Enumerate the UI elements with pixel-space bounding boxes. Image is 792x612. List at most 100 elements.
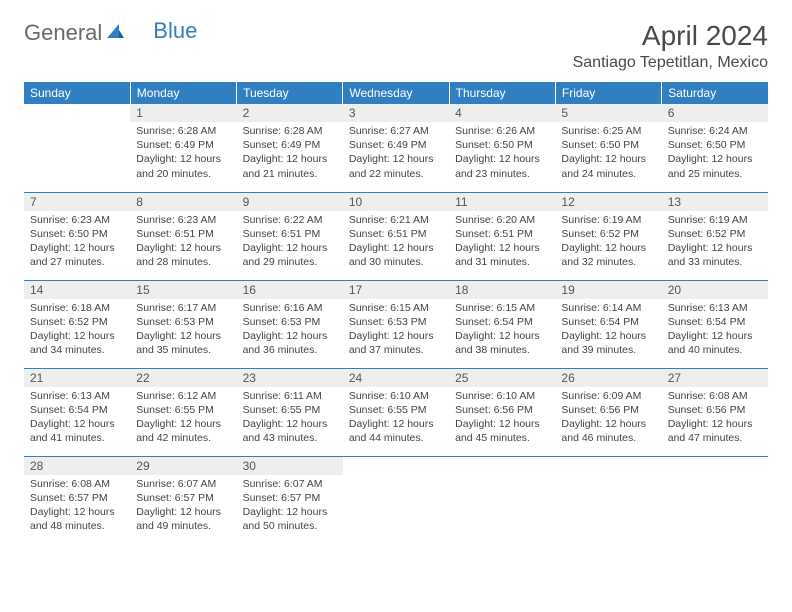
calendar-cell: 20Sunrise: 6:13 AMSunset: 6:54 PMDayligh… [662, 280, 768, 368]
day-number: 8 [130, 193, 236, 211]
day-details: Sunrise: 6:19 AMSunset: 6:52 PMDaylight:… [662, 211, 768, 274]
day-number: 7 [24, 193, 130, 211]
day-details: Sunrise: 6:21 AMSunset: 6:51 PMDaylight:… [343, 211, 449, 274]
day-number: 22 [130, 369, 236, 387]
day-details: Sunrise: 6:19 AMSunset: 6:52 PMDaylight:… [555, 211, 661, 274]
day-details: Sunrise: 6:09 AMSunset: 6:56 PMDaylight:… [555, 387, 661, 450]
day-details: Sunrise: 6:22 AMSunset: 6:51 PMDaylight:… [237, 211, 343, 274]
header: General Blue April 2024 Santiago Tepetit… [24, 20, 768, 72]
day-details: Sunrise: 6:10 AMSunset: 6:56 PMDaylight:… [449, 387, 555, 450]
day-number: 30 [237, 457, 343, 475]
day-number: 1 [130, 104, 236, 122]
day-details: Sunrise: 6:16 AMSunset: 6:53 PMDaylight:… [237, 299, 343, 362]
calendar-cell: 16Sunrise: 6:16 AMSunset: 6:53 PMDayligh… [237, 280, 343, 368]
day-details: Sunrise: 6:13 AMSunset: 6:54 PMDaylight:… [24, 387, 130, 450]
calendar-cell: 30Sunrise: 6:07 AMSunset: 6:57 PMDayligh… [237, 456, 343, 544]
weekday-header: Thursday [449, 82, 555, 104]
day-number: 23 [237, 369, 343, 387]
calendar-cell [343, 456, 449, 544]
title-block: April 2024 Santiago Tepetitlan, Mexico [573, 20, 768, 72]
day-details: Sunrise: 6:18 AMSunset: 6:52 PMDaylight:… [24, 299, 130, 362]
day-details: Sunrise: 6:15 AMSunset: 6:53 PMDaylight:… [343, 299, 449, 362]
calendar-cell [555, 456, 661, 544]
day-number: 18 [449, 281, 555, 299]
day-number: 11 [449, 193, 555, 211]
weekday-header: Friday [555, 82, 661, 104]
calendar-cell: 29Sunrise: 6:07 AMSunset: 6:57 PMDayligh… [130, 456, 236, 544]
day-number: 10 [343, 193, 449, 211]
calendar-cell: 7Sunrise: 6:23 AMSunset: 6:50 PMDaylight… [24, 192, 130, 280]
day-details: Sunrise: 6:28 AMSunset: 6:49 PMDaylight:… [237, 122, 343, 185]
day-number: 19 [555, 281, 661, 299]
calendar-cell: 24Sunrise: 6:10 AMSunset: 6:55 PMDayligh… [343, 368, 449, 456]
day-details: Sunrise: 6:23 AMSunset: 6:50 PMDaylight:… [24, 211, 130, 274]
calendar-cell: 15Sunrise: 6:17 AMSunset: 6:53 PMDayligh… [130, 280, 236, 368]
day-details: Sunrise: 6:15 AMSunset: 6:54 PMDaylight:… [449, 299, 555, 362]
day-details: Sunrise: 6:26 AMSunset: 6:50 PMDaylight:… [449, 122, 555, 185]
month-title: April 2024 [573, 20, 768, 52]
calendar-cell [662, 456, 768, 544]
day-number: 16 [237, 281, 343, 299]
calendar-cell: 12Sunrise: 6:19 AMSunset: 6:52 PMDayligh… [555, 192, 661, 280]
calendar-cell: 25Sunrise: 6:10 AMSunset: 6:56 PMDayligh… [449, 368, 555, 456]
weekday-header: Tuesday [237, 82, 343, 104]
calendar-cell: 2Sunrise: 6:28 AMSunset: 6:49 PMDaylight… [237, 104, 343, 192]
calendar-cell: 27Sunrise: 6:08 AMSunset: 6:56 PMDayligh… [662, 368, 768, 456]
calendar-cell: 21Sunrise: 6:13 AMSunset: 6:54 PMDayligh… [24, 368, 130, 456]
calendar-cell: 17Sunrise: 6:15 AMSunset: 6:53 PMDayligh… [343, 280, 449, 368]
calendar-cell [24, 104, 130, 192]
weekday-header: Sunday [24, 82, 130, 104]
day-details: Sunrise: 6:08 AMSunset: 6:57 PMDaylight:… [24, 475, 130, 538]
calendar-header-row: SundayMondayTuesdayWednesdayThursdayFrid… [24, 82, 768, 104]
day-details: Sunrise: 6:17 AMSunset: 6:53 PMDaylight:… [130, 299, 236, 362]
day-number: 4 [449, 104, 555, 122]
day-details: Sunrise: 6:27 AMSunset: 6:49 PMDaylight:… [343, 122, 449, 185]
day-number: 5 [555, 104, 661, 122]
day-number: 21 [24, 369, 130, 387]
day-details: Sunrise: 6:12 AMSunset: 6:55 PMDaylight:… [130, 387, 236, 450]
weekday-header: Monday [130, 82, 236, 104]
weekday-header: Wednesday [343, 82, 449, 104]
logo-text-general: General [24, 20, 102, 46]
logo-text-blue: Blue [153, 18, 197, 44]
day-details: Sunrise: 6:10 AMSunset: 6:55 PMDaylight:… [343, 387, 449, 450]
calendar-cell: 28Sunrise: 6:08 AMSunset: 6:57 PMDayligh… [24, 456, 130, 544]
day-details: Sunrise: 6:07 AMSunset: 6:57 PMDaylight:… [237, 475, 343, 538]
day-details: Sunrise: 6:20 AMSunset: 6:51 PMDaylight:… [449, 211, 555, 274]
calendar-table: SundayMondayTuesdayWednesdayThursdayFrid… [24, 82, 768, 544]
day-number: 12 [555, 193, 661, 211]
calendar-cell: 4Sunrise: 6:26 AMSunset: 6:50 PMDaylight… [449, 104, 555, 192]
location: Santiago Tepetitlan, Mexico [573, 54, 768, 72]
day-number: 15 [130, 281, 236, 299]
day-number: 2 [237, 104, 343, 122]
day-number: 28 [24, 457, 130, 475]
day-number: 24 [343, 369, 449, 387]
logo: General Blue [24, 20, 197, 46]
day-number: 13 [662, 193, 768, 211]
calendar-cell: 26Sunrise: 6:09 AMSunset: 6:56 PMDayligh… [555, 368, 661, 456]
calendar-cell: 18Sunrise: 6:15 AMSunset: 6:54 PMDayligh… [449, 280, 555, 368]
day-details: Sunrise: 6:07 AMSunset: 6:57 PMDaylight:… [130, 475, 236, 538]
calendar-cell: 14Sunrise: 6:18 AMSunset: 6:52 PMDayligh… [24, 280, 130, 368]
calendar-cell: 11Sunrise: 6:20 AMSunset: 6:51 PMDayligh… [449, 192, 555, 280]
calendar-cell: 19Sunrise: 6:14 AMSunset: 6:54 PMDayligh… [555, 280, 661, 368]
day-details: Sunrise: 6:14 AMSunset: 6:54 PMDaylight:… [555, 299, 661, 362]
calendar-body: 1Sunrise: 6:28 AMSunset: 6:49 PMDaylight… [24, 104, 768, 544]
calendar-cell: 13Sunrise: 6:19 AMSunset: 6:52 PMDayligh… [662, 192, 768, 280]
day-number: 17 [343, 281, 449, 299]
day-details: Sunrise: 6:11 AMSunset: 6:55 PMDaylight:… [237, 387, 343, 450]
day-details: Sunrise: 6:13 AMSunset: 6:54 PMDaylight:… [662, 299, 768, 362]
day-number: 3 [343, 104, 449, 122]
day-number: 6 [662, 104, 768, 122]
day-number: 25 [449, 369, 555, 387]
day-number: 29 [130, 457, 236, 475]
calendar-cell: 1Sunrise: 6:28 AMSunset: 6:49 PMDaylight… [130, 104, 236, 192]
calendar-cell: 9Sunrise: 6:22 AMSunset: 6:51 PMDaylight… [237, 192, 343, 280]
day-details: Sunrise: 6:25 AMSunset: 6:50 PMDaylight:… [555, 122, 661, 185]
day-number: 20 [662, 281, 768, 299]
day-details: Sunrise: 6:23 AMSunset: 6:51 PMDaylight:… [130, 211, 236, 274]
day-number: 27 [662, 369, 768, 387]
day-number: 9 [237, 193, 343, 211]
calendar-cell [449, 456, 555, 544]
day-details: Sunrise: 6:24 AMSunset: 6:50 PMDaylight:… [662, 122, 768, 185]
